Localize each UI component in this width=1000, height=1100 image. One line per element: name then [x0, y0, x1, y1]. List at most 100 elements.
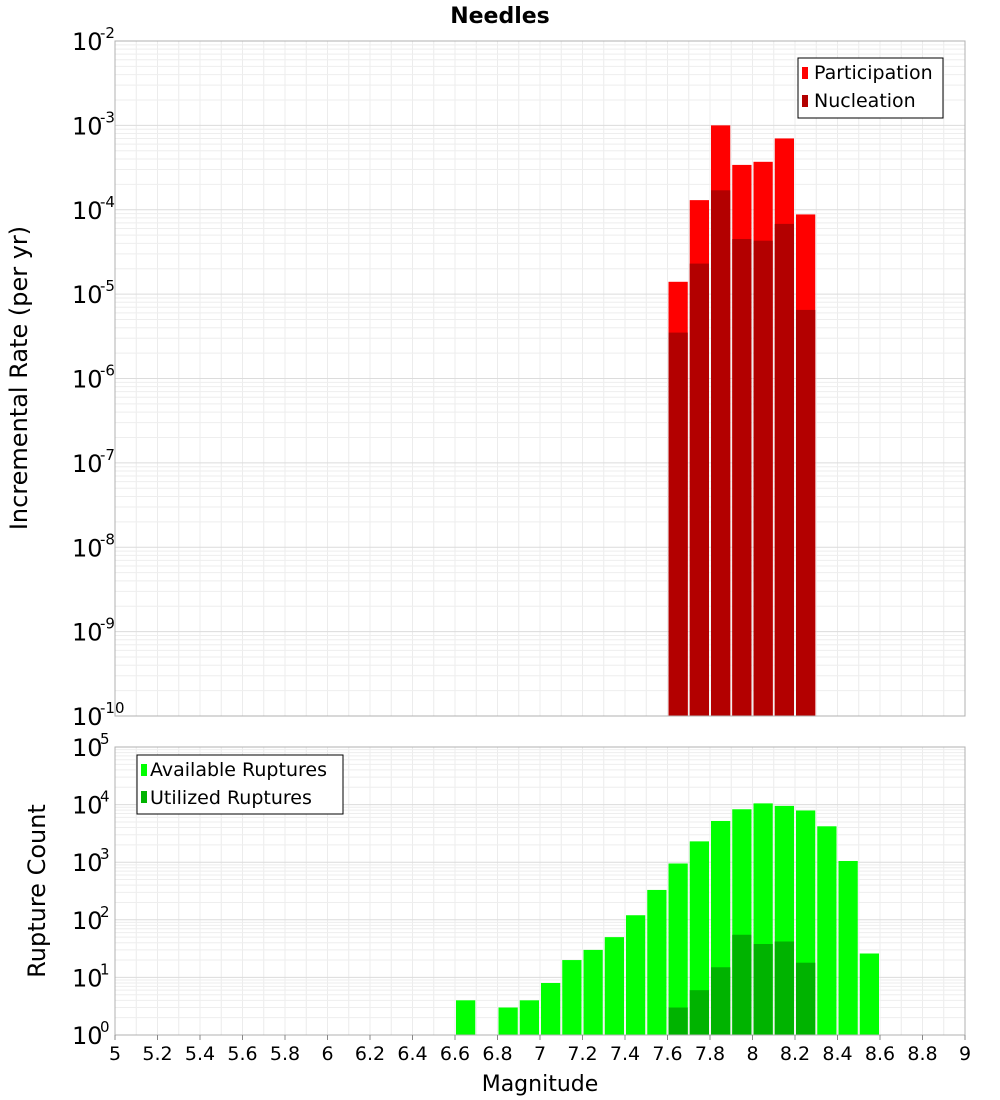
bottom-y-tick-exponent: 4 [100, 788, 110, 806]
bottom-bar-available-ruptures [604, 937, 624, 1035]
x-tick-label: 8 [746, 1043, 758, 1065]
legend-swatch-utilized [141, 791, 147, 803]
top-panel: 10-210-310-410-510-610-710-810-910-10 In… [5, 24, 966, 731]
top-grid [114, 41, 966, 717]
top-y-tick-exponent: -2 [100, 24, 115, 42]
bottom-bar-available-ruptures [498, 1007, 518, 1035]
bottom-bar-available-ruptures [562, 960, 582, 1035]
bottom-bar-utilized-ruptures [774, 941, 794, 1035]
x-tick-label: 6.6 [440, 1043, 470, 1065]
top-y-tick-exponent: -8 [100, 530, 115, 548]
x-tick-label: 5.4 [185, 1043, 215, 1065]
x-tick-label: 5.6 [227, 1043, 257, 1065]
top-bar-nucleation [753, 240, 773, 717]
x-tick-label: 8.4 [822, 1043, 852, 1065]
top-bars [668, 125, 816, 717]
top-y-tick-label: 10 [72, 703, 103, 731]
bottom-y-tick-label: 10 [72, 849, 103, 877]
bottom-y-tick-label: 10 [72, 907, 103, 935]
top-y-tick-label: 10 [72, 281, 103, 309]
top-y-tick-label: 10 [72, 197, 103, 225]
bottom-bar-available-ruptures [689, 841, 709, 1035]
x-tick-label: 8.8 [907, 1043, 937, 1065]
top-legend-box [797, 57, 944, 119]
top-y-tick-exponent: -10 [100, 699, 125, 717]
bottom-bar-available-ruptures [668, 863, 688, 1035]
chart-title: Needles [450, 4, 550, 29]
top-y-tick-exponent: -6 [100, 362, 115, 380]
top-y-tick-label: 10 [72, 450, 103, 478]
x-tick-label: 8.2 [780, 1043, 810, 1065]
bottom-grid [114, 747, 966, 1036]
bottom-bar-available-ruptures [519, 1000, 539, 1035]
top-y-tick-exponent: -9 [100, 615, 115, 633]
bottom-bar-available-ruptures [647, 889, 667, 1035]
bottom-legend-box [136, 754, 344, 815]
bottom-bar-utilized-ruptures [796, 962, 816, 1035]
bottom-y-tick-label: 10 [72, 792, 103, 820]
bottom-y-tick-label: 10 [72, 1022, 103, 1050]
bottom-bar-utilized-ruptures [753, 944, 773, 1035]
x-tick-label: 6.2 [355, 1043, 385, 1065]
legend-label-nucleation: Nucleation [814, 90, 916, 112]
bottom-bar-available-ruptures [456, 1000, 476, 1035]
x-tick-label: 7.2 [567, 1043, 597, 1065]
top-y-axis-label: Incremental Rate (per yr) [5, 226, 33, 530]
legend-swatch-participation [802, 67, 808, 79]
bottom-bar-available-ruptures [626, 915, 646, 1035]
bottom-y-tick-exponent: 0 [100, 1018, 110, 1036]
bottom-y-tick-exponent: 5 [100, 730, 110, 748]
bottom-y-tick-exponent: 3 [100, 845, 110, 863]
top-bar-nucleation [668, 332, 688, 716]
bottom-y-axis-label: Rupture Count [23, 804, 51, 978]
bottom-bar-available-ruptures [838, 860, 858, 1035]
top-y-tick-exponent: -4 [100, 193, 115, 211]
top-bar-nucleation [689, 263, 709, 716]
bottom-bar-utilized-ruptures [689, 990, 709, 1035]
bottom-bar-utilized-ruptures [668, 1007, 688, 1035]
top-y-tick-label: 10 [72, 619, 103, 647]
bottom-bar-utilized-ruptures [732, 934, 752, 1035]
legend-swatch-available [141, 764, 147, 776]
x-tick-label: 8.6 [865, 1043, 895, 1065]
top-y-tick-exponent: -3 [100, 108, 115, 126]
top-y-tick-label: 10 [72, 534, 103, 562]
x-tick-label: 7.6 [652, 1043, 682, 1065]
top-y-ticks: 10-210-310-410-510-610-710-810-910-10 [72, 24, 125, 731]
x-tick-label: 9 [959, 1043, 971, 1065]
bottom-bar-available-ruptures [541, 982, 561, 1035]
bottom-y-tick-exponent: 2 [100, 903, 110, 921]
bottom-y-tick-label: 10 [72, 964, 103, 992]
x-tick-label: 7.4 [610, 1043, 640, 1065]
top-y-tick-label: 10 [72, 366, 103, 394]
top-bar-nucleation [732, 239, 752, 716]
legend-label-participation: Participation [814, 62, 933, 84]
x-axis-label: Magnitude [482, 1072, 599, 1097]
x-tick-label: 6.4 [397, 1043, 427, 1065]
top-y-tick-label: 10 [72, 112, 103, 140]
x-tick-label: 5.2 [142, 1043, 172, 1065]
bottom-bar-available-ruptures [817, 826, 837, 1035]
x-ticks: 5 5.2 5.4 5.6 5.8 6 6.2 6.4 6.6 6.8 7 7.2 7.4 7.6 7.8 8… [109, 1035, 971, 1065]
bottom-legend: Available Ruptures Utilized Ruptures [136, 754, 344, 815]
bottom-bar-available-ruptures [859, 953, 879, 1035]
top-y-tick-label: 10 [72, 28, 103, 56]
legend-label-available: Available Ruptures [150, 759, 327, 781]
legend-label-utilized: Utilized Ruptures [150, 787, 312, 809]
legend-swatch-nucleation [802, 95, 808, 107]
top-y-tick-exponent: -5 [100, 277, 115, 295]
top-bar-nucleation [796, 309, 816, 716]
top-legend: Participation Nucleation [797, 57, 944, 119]
x-tick-label: 6 [321, 1043, 333, 1065]
x-tick-label: 7 [534, 1043, 546, 1065]
x-tick-label: 5.8 [270, 1043, 300, 1065]
top-bar-nucleation [711, 190, 731, 716]
x-tick-label: 5 [109, 1043, 121, 1065]
x-tick-label: 6.8 [482, 1043, 512, 1065]
bottom-bar-available-ruptures [583, 949, 603, 1035]
bottom-y-tick-exponent: 1 [100, 960, 110, 978]
bottom-y-tick-label: 10 [72, 734, 103, 762]
